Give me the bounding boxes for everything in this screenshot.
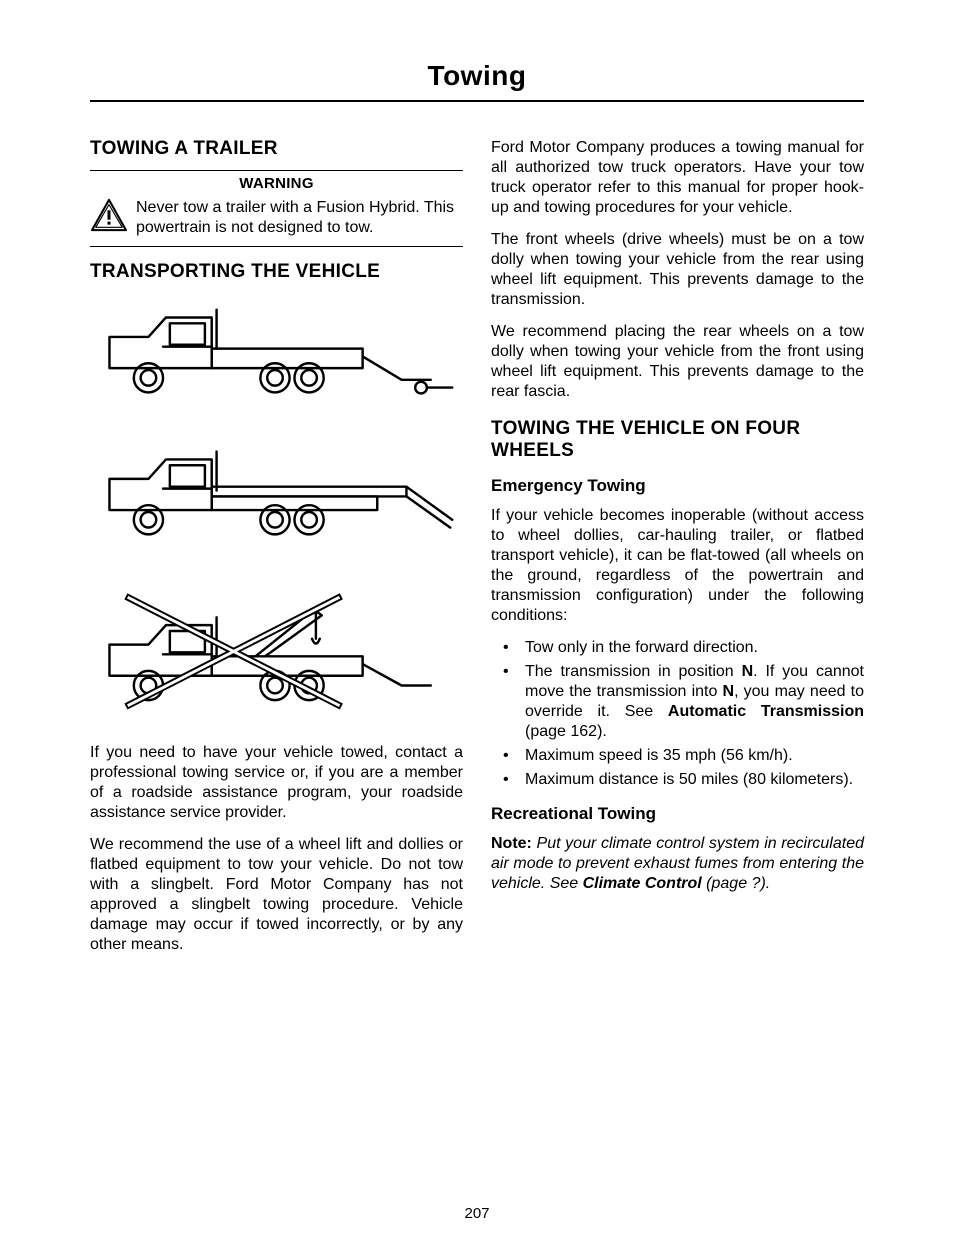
note-label: Note:: [491, 835, 532, 852]
left-column: TOWING A TRAILER WARNING Never tow a tra…: [90, 138, 463, 967]
note-recreational: Note: Put your climate control system in…: [491, 834, 864, 894]
bullet-transmission-n: The transmission in position N. If you c…: [491, 662, 864, 742]
bullet-forward: Tow only in the forward direction.: [491, 638, 864, 658]
para-front-wheels: The front wheels (drive wheels) must be …: [491, 230, 864, 310]
right-column: Ford Motor Company produces a towing man…: [491, 138, 864, 967]
n-label: N: [742, 663, 754, 680]
heading-four-wheels: TOWING THE VEHICLE ON FOUR WHEELS: [491, 418, 864, 462]
warning-text: Never tow a trailer with a Fusion Hybrid…: [136, 198, 463, 238]
bullet-list: Tow only in the forward direction. The t…: [491, 638, 864, 790]
para-ford-manual: Ford Motor Company produces a towing man…: [491, 138, 864, 218]
heading-transporting: TRANSPORTING THE VEHICLE: [90, 261, 463, 283]
para-towed-contact: If you need to have your vehicle towed, …: [90, 743, 463, 823]
illustration-flatbed-icon: [90, 433, 463, 553]
illustration-sling-crossed-icon: [90, 573, 463, 723]
xref-climate-control: Climate Control: [583, 875, 702, 892]
warning-label: WARNING: [90, 170, 463, 194]
para-emergency: If your vehicle becomes inoperable (with…: [491, 506, 864, 626]
content-columns: TOWING A TRAILER WARNING Never tow a tra…: [90, 138, 864, 967]
para-rear-wheels: We recommend placing the rear wheels on …: [491, 322, 864, 402]
illustration-wheel-lift-icon: [90, 293, 463, 413]
bullet-max-speed: Maximum speed is 35 mph (56 km/h).: [491, 746, 864, 766]
warning-triangle-icon: [90, 198, 128, 232]
heading-towing-trailer: TOWING A TRAILER: [90, 138, 463, 160]
xref-auto-transmission: Automatic Transmission: [668, 703, 864, 720]
warning-box: Never tow a trailer with a Fusion Hybrid…: [90, 194, 463, 247]
note-text: (page ?).: [702, 875, 770, 892]
para-wheel-lift: We recommend the use of a wheel lift and…: [90, 835, 463, 955]
subheading-emergency: Emergency Towing: [491, 476, 864, 496]
bullet-max-distance: Maximum distance is 50 miles (80 kilomet…: [491, 770, 864, 790]
page-number: 207: [0, 1205, 954, 1222]
text: (page 162).: [525, 723, 607, 740]
page-title: Towing: [90, 60, 864, 102]
text: The transmission in position: [525, 663, 742, 680]
n-label: N: [723, 683, 735, 700]
subheading-recreational: Recreational Towing: [491, 804, 864, 824]
